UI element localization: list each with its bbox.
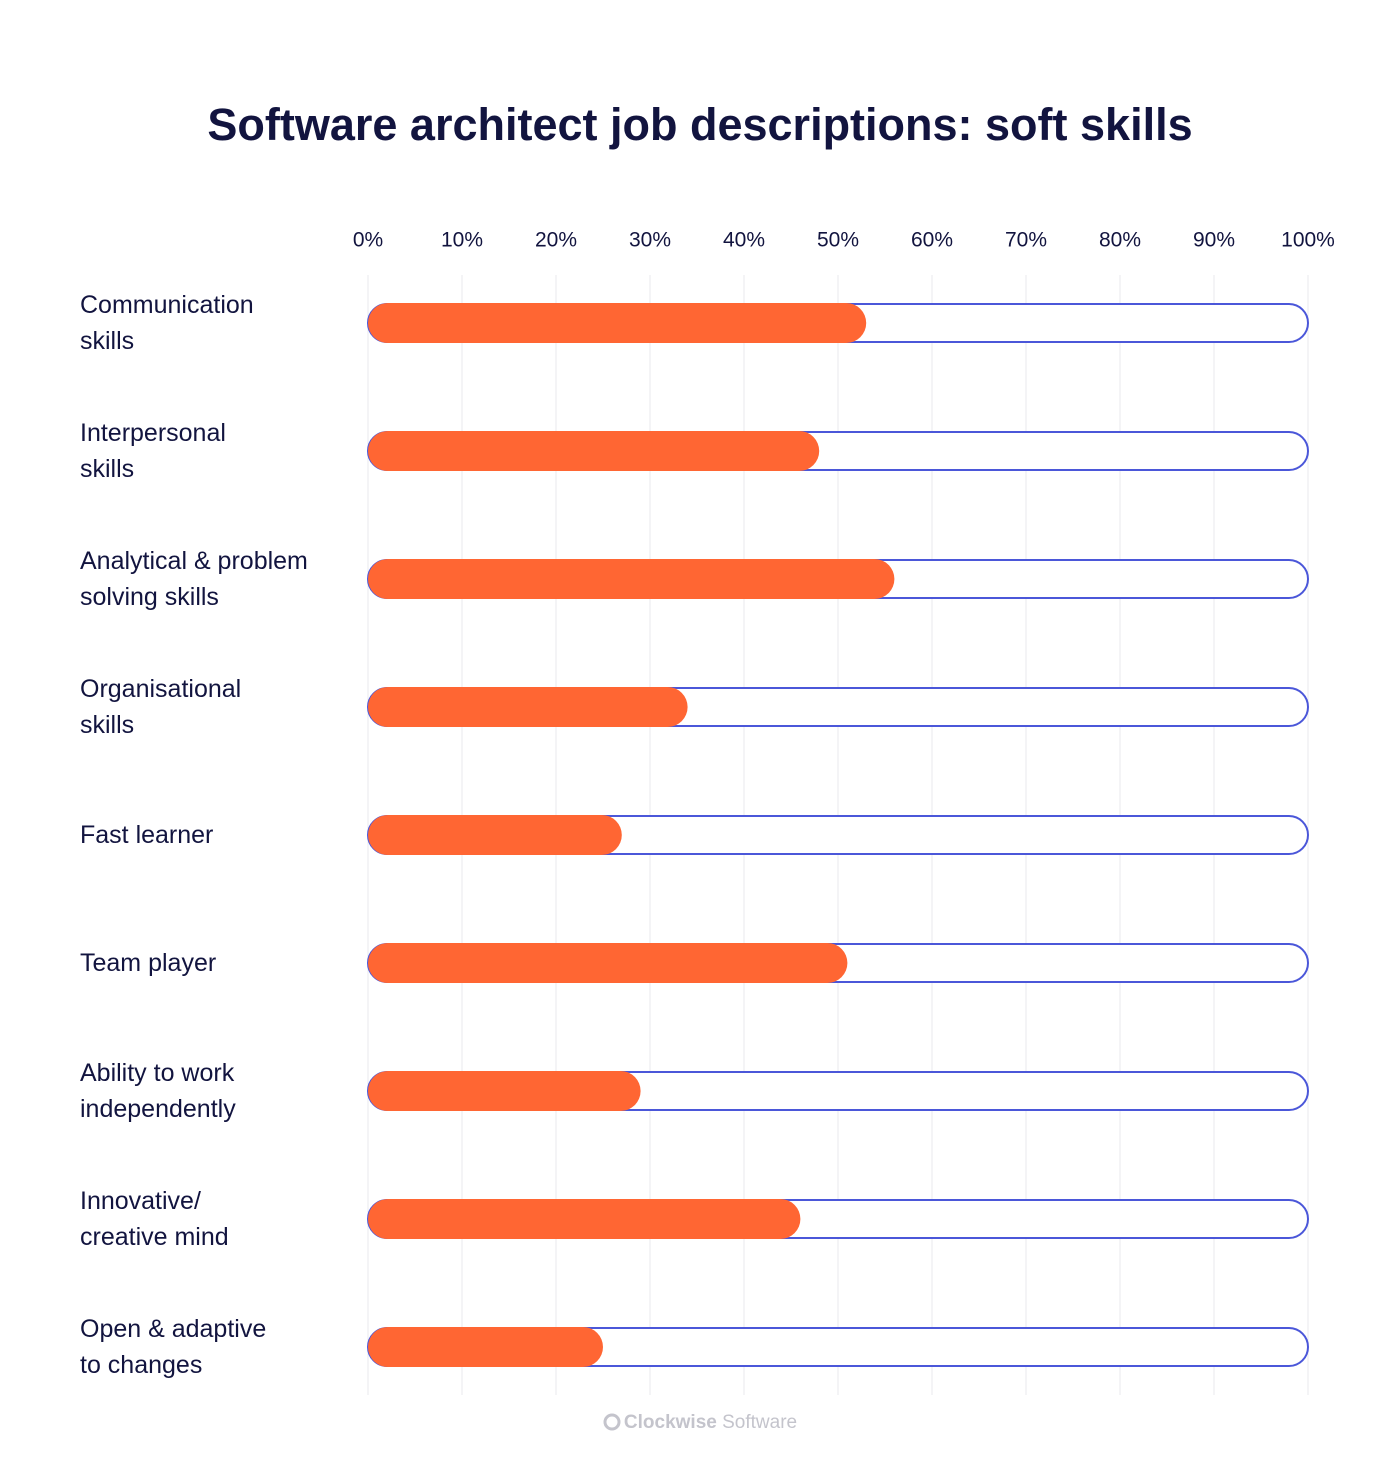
- category-label: Innovative/ creative mind: [80, 1187, 229, 1251]
- x-tick-label: 10%: [441, 229, 483, 252]
- category-label: Interpersonal skills: [80, 419, 226, 483]
- x-tick-label: 90%: [1193, 229, 1235, 252]
- bar: [368, 1327, 603, 1367]
- bar: [368, 687, 688, 727]
- category-label: Team player: [80, 949, 217, 977]
- category-label: Analytical & problem solving skills: [80, 547, 308, 611]
- x-tick-label: 70%: [1005, 229, 1047, 252]
- product: Software: [722, 1412, 798, 1433]
- category-label: Communication skills: [80, 291, 254, 355]
- bar: [368, 1071, 641, 1111]
- brand: Clockwise: [623, 1412, 717, 1433]
- chart-title: Software architect job descriptions: sof…: [207, 99, 1192, 150]
- x-tick-label: 80%: [1099, 229, 1141, 252]
- footer: Clockwise Software: [0, 1412, 1400, 1434]
- category-label: Fast learner: [80, 821, 214, 849]
- x-tick-label: 20%: [535, 229, 577, 252]
- bar: [368, 303, 867, 343]
- bar: [368, 559, 895, 599]
- logo: [603, 1413, 621, 1431]
- x-tick-label: 100%: [1281, 229, 1335, 252]
- category-label: Open & adaptive to changes: [80, 1315, 267, 1379]
- category-label: Organisational skills: [80, 675, 242, 739]
- bar: [368, 1199, 801, 1239]
- x-tick-label: 50%: [817, 229, 859, 252]
- bar: [368, 815, 622, 855]
- x-tick-label: 40%: [723, 229, 765, 252]
- bar: [368, 431, 820, 471]
- category-label: Ability to work independently: [80, 1059, 236, 1123]
- x-tick-label: 60%: [911, 229, 953, 252]
- x-tick-label: 0%: [353, 229, 383, 252]
- x-tick-label: 30%: [629, 229, 671, 252]
- bar: [368, 943, 848, 983]
